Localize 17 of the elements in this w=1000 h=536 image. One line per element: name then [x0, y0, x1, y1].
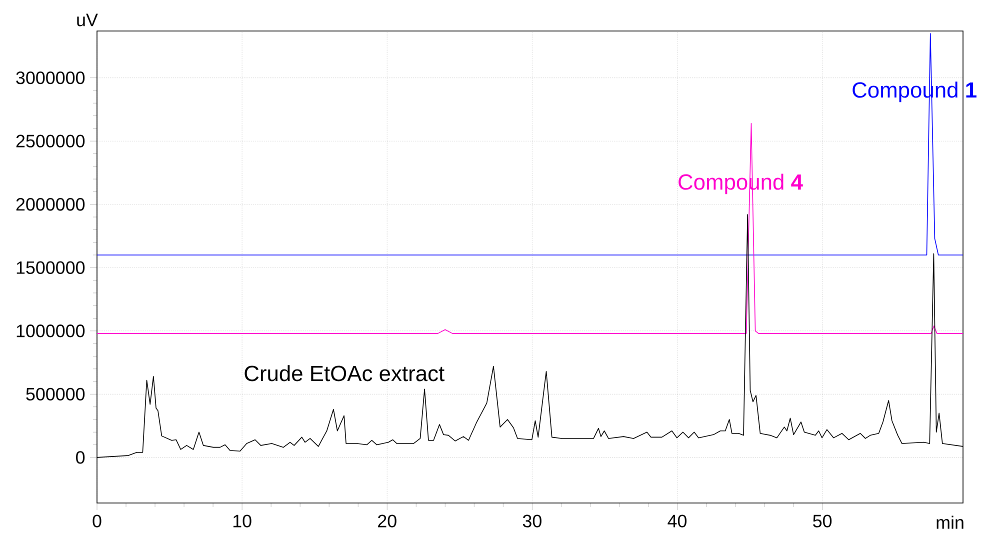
y-tick-label: 0 [76, 451, 85, 464]
x-tick-label: 30 [522, 514, 542, 528]
series-label: Crude EtOAc extract [244, 365, 444, 382]
y-tick-label: 2500000 [16, 134, 85, 148]
y-tick-label: 2000000 [16, 198, 85, 211]
x-tick-label: 20 [378, 514, 396, 528]
x-tick-label: 40 [668, 514, 687, 528]
y-tick-label: 3000000 [16, 71, 85, 84]
y-tick-label: 500000 [26, 388, 85, 401]
y-axis-title: uV [77, 14, 98, 26]
x-axis-title: min [936, 516, 964, 529]
x-tick-label: 50 [813, 514, 832, 528]
y-tick-label: 1000000 [16, 324, 85, 338]
x-tick-label: 10 [233, 514, 252, 528]
x-tick-label: 0 [92, 514, 102, 528]
y-tick-label: 1500000 [16, 261, 85, 274]
line-series [96, 122, 964, 334]
